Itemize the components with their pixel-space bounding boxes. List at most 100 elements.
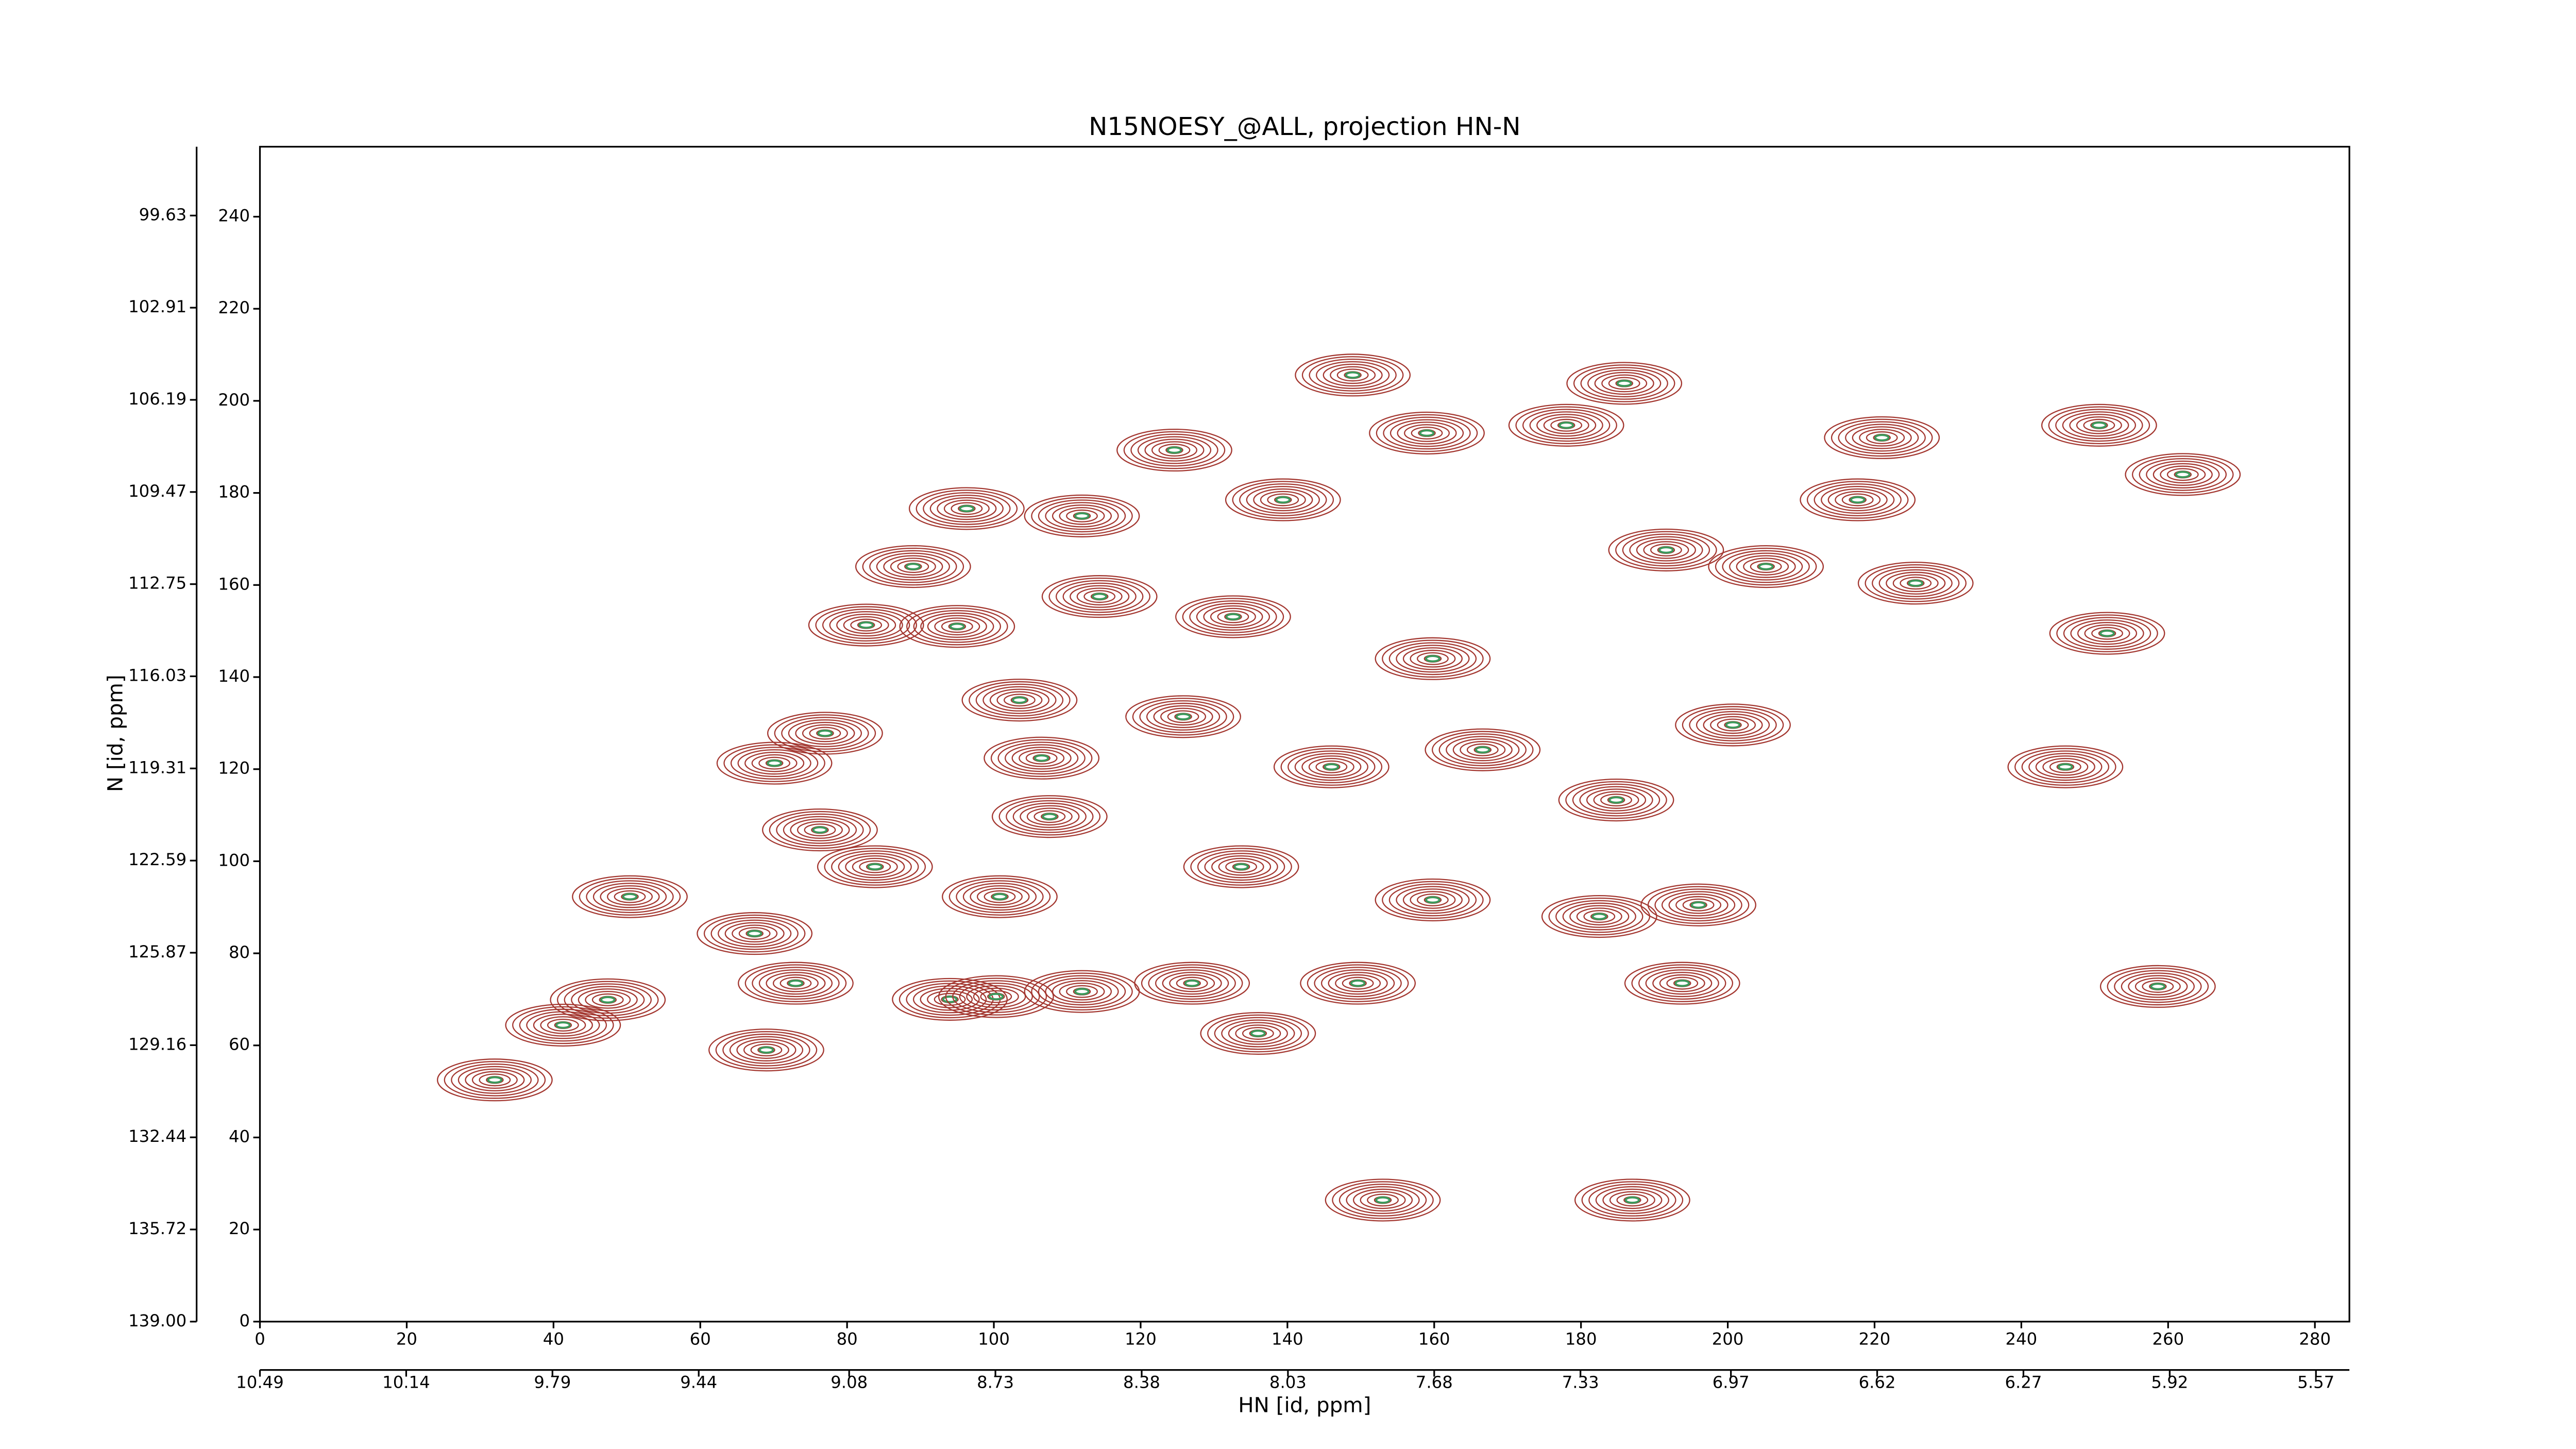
contour-core [1874, 434, 1890, 442]
contour-core [1233, 863, 1249, 871]
contour-ring [533, 1014, 593, 1037]
x-tick-label: 260 [2152, 1329, 2184, 1349]
contour-core [942, 996, 958, 1003]
contour-ring [1729, 552, 1803, 581]
x-tick-label: 20 [396, 1329, 417, 1349]
contour-ring [1196, 602, 1270, 631]
contour-ring [1900, 577, 1932, 590]
contour-ring [938, 975, 1054, 1018]
contour-ring [1330, 366, 1376, 384]
contour-ring [966, 985, 1026, 1008]
contour-ring [1616, 1193, 1649, 1207]
contour-ring [913, 610, 1002, 643]
contour-ring [1629, 536, 1703, 564]
contour-ring [1055, 580, 1144, 613]
x2-tick-label: 5.92 [2151, 1372, 2188, 1392]
contour-ring [1204, 853, 1278, 881]
contour-ring [1132, 698, 1234, 736]
contour-ring [1375, 637, 1491, 680]
contour-ring [2070, 619, 2144, 648]
contour-ring [1588, 1184, 1676, 1217]
x-tick-label: 200 [1712, 1329, 1744, 1349]
contour-ring [1376, 414, 1478, 452]
contour-ring [1452, 738, 1513, 762]
contour-ring [831, 850, 919, 883]
contour-ring [607, 887, 653, 906]
contour-ring [738, 927, 771, 940]
contour-ring [1335, 974, 1381, 992]
contour-ring [2121, 972, 2195, 1001]
contour-ring [1369, 411, 1485, 455]
contour-ring [1821, 485, 1895, 514]
contour-ring [2028, 753, 2103, 781]
contour-ring [1593, 791, 1639, 809]
contour-ring [1052, 504, 1112, 528]
contour-ring [1200, 1012, 1316, 1055]
contour-ring [1878, 569, 1953, 597]
x-tick-label: 220 [1859, 1329, 1891, 1349]
contour-ring [1397, 422, 1457, 445]
contour-ring [744, 964, 847, 1002]
contour-ring [934, 992, 966, 1006]
x2-tick-label: 10.14 [382, 1372, 430, 1392]
contour-core [817, 729, 833, 737]
contour-ring [2076, 416, 2122, 434]
contour-ring [724, 922, 785, 945]
contour-ring [1566, 362, 1683, 405]
contour-ring [1130, 433, 1218, 467]
contour-ring [1576, 907, 1622, 925]
contour-ring [976, 887, 1023, 906]
contour-ring [1859, 429, 1905, 447]
contour-ring [1059, 507, 1105, 525]
contour-ring [1708, 545, 1824, 588]
contour-core [992, 893, 1008, 901]
contour-ring [1182, 598, 1284, 636]
contour-ring [436, 1058, 553, 1102]
contour-core [1690, 901, 1706, 909]
contour-ring [1141, 964, 1243, 1002]
y2-tick-label: 135.72 [128, 1219, 187, 1238]
contour-ring [897, 560, 929, 573]
contour-core [1092, 593, 1108, 600]
contour-ring [2160, 465, 2206, 484]
contour-ring [579, 878, 681, 916]
contour-ring [2035, 755, 2095, 779]
contour-core [555, 1021, 571, 1029]
x-tick-label: 180 [1565, 1329, 1597, 1349]
contour-ring [942, 875, 1058, 918]
contour-ring [1083, 590, 1116, 603]
plot-frame [259, 146, 2350, 1323]
contour-ring [788, 719, 862, 747]
contour-ring [1659, 974, 1705, 992]
y2-tick-label: 125.87 [128, 942, 187, 962]
contour-ring [951, 502, 983, 515]
contour-ring [997, 742, 1086, 775]
contour-ring [1536, 414, 1597, 437]
contour-ring [1041, 575, 1158, 618]
contour-ring [998, 797, 1101, 836]
contour-ring [1396, 886, 1470, 914]
contour-ring [1743, 558, 1789, 576]
contour-core [487, 1076, 503, 1084]
x-tick-label: 140 [1272, 1329, 1303, 1349]
contour-ring [758, 756, 791, 770]
contour-ring [1045, 502, 1119, 530]
contour-ring [1650, 543, 1682, 557]
contour-ring [1562, 902, 1636, 931]
contour-ring [1555, 900, 1643, 933]
contour-ring [1123, 431, 1226, 469]
contour-ring [1153, 705, 1213, 728]
contour-ring [600, 885, 660, 908]
contour-ring [1025, 751, 1058, 765]
contour-ring [927, 990, 973, 1008]
contour-ring [1308, 757, 1354, 776]
y2-tick-label: 122.59 [128, 850, 187, 869]
contour-core [1558, 422, 1574, 429]
contour-ring [1425, 728, 1541, 771]
contour-ring [795, 721, 855, 745]
y-tick-label: 120 [218, 759, 250, 778]
contour-ring [592, 883, 667, 911]
contour-ring [2077, 621, 2138, 645]
contour-ring [444, 1061, 546, 1099]
